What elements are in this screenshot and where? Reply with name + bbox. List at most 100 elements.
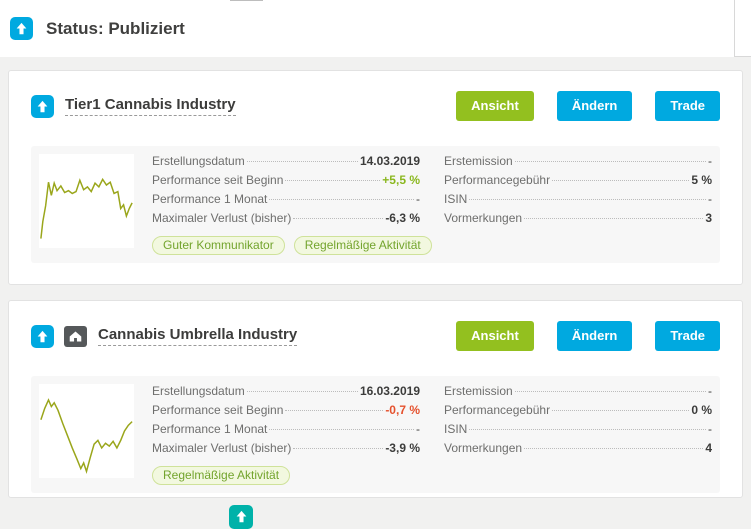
aendern-button[interactable]: Ändern [556,321,633,351]
sparkline-path [41,179,132,238]
detail-row: Vormerkungen 4 [444,441,712,460]
detail-row: ISIN - [444,422,712,441]
detail-label: Performance seit Beginn [152,403,284,417]
wikifolio-card-tier1: Tier1 Cannabis Industry Ansicht Ändern T… [8,70,743,285]
dotted-leader [246,161,358,162]
ansicht-button[interactable]: Ansicht [456,321,534,351]
detail-value: 14.03.2019 [359,154,420,168]
sparkline-chart [39,154,134,248]
performance-chart-thumbnail [39,384,134,478]
dotted-leader [524,218,704,219]
card-details-panel: Erstellungsdatum 16.03.2019 Performance … [31,376,720,493]
ansicht-button[interactable]: Ansicht [456,91,534,121]
dotted-leader [552,180,690,181]
dotted-leader [552,410,690,411]
dotted-leader [293,448,384,449]
badge-regelmaessige-aktivitaet: Regelmäßige Aktivität [293,236,432,255]
detail-row: Performancegebühr 0 % [444,403,712,422]
detail-label: Performance seit Beginn [152,173,284,187]
dotted-leader [293,218,384,219]
detail-value: - [416,422,420,436]
detail-row: Erstellungsdatum 14.03.2019 [152,154,420,173]
next-status-up-arrow-icon [229,505,253,529]
partial-top-border [230,0,263,1]
dotted-leader [469,429,706,430]
dotted-leader [269,429,414,430]
detail-row: Performance 1 Monat - [152,192,420,211]
detail-row: Performancegebühr 5 % [444,173,712,192]
aendern-button[interactable]: Ändern [556,91,633,121]
detail-row: Erstemission - [444,384,712,403]
badge-guter-kommunikator: Guter Kommunikator [152,236,285,255]
status-header: Status: Publiziert [0,0,751,57]
card-head: Cannabis Umbrella Industry Ansicht Änder… [9,301,742,351]
badge-row: Guter Kommunikator Regelmäßige Aktivität [152,236,432,255]
detail-value: - [708,192,712,206]
detail-value: 16.03.2019 [359,384,420,398]
detail-label: Erstellungsdatum [152,154,245,168]
trade-button[interactable]: Trade [655,91,720,121]
card-up-arrow-icon [31,324,54,348]
dotted-leader [246,391,358,392]
detail-label: ISIN [444,422,468,436]
detail-label: Performance 1 Monat [152,422,268,436]
detail-value: - [708,154,712,168]
dotted-leader [285,410,384,411]
sparkline-chart [39,384,134,478]
detail-value: 0 % [691,403,712,417]
detail-value: - [708,422,712,436]
detail-label: Vormerkungen [444,211,523,225]
detail-label: Erstemission [444,384,513,398]
dotted-leader [269,199,414,200]
detail-value: - [416,192,420,206]
dotted-leader [514,391,706,392]
card-head: Tier1 Cannabis Industry Ansicht Ändern T… [9,71,742,121]
trade-button[interactable]: Trade [655,321,720,351]
dotted-leader [285,180,381,181]
detail-value: -3,9 % [385,441,420,455]
card-details-panel: Erstellungsdatum 14.03.2019 Performance … [31,146,720,263]
detail-label: Performancegebühr [444,403,551,417]
detail-value: +5,5 % [382,173,420,187]
detail-label: Performancegebühr [444,173,551,187]
detail-row: Erstellungsdatum 16.03.2019 [152,384,420,403]
detail-row: Performance seit Beginn -0,7 % [152,403,420,422]
detail-label: ISIN [444,192,468,206]
details-left-column: Erstellungsdatum 16.03.2019 Performance … [152,384,420,485]
detail-row: Maximaler Verlust (bisher) -3,9 % [152,441,420,460]
detail-label: Maximaler Verlust (bisher) [152,441,292,455]
dotted-leader [524,448,704,449]
details-left-column: Erstellungsdatum 14.03.2019 Performance … [152,154,432,255]
detail-row: Vormerkungen 3 [444,211,712,230]
badge-regelmaessige-aktivitaet: Regelmäßige Aktivität [152,466,291,485]
detail-row: Erstemission - [444,154,712,173]
detail-value: -0,7 % [385,403,420,417]
badge-row: Regelmäßige Aktivität [152,466,420,485]
detail-label: Maximaler Verlust (bisher) [152,211,292,225]
detail-row: Performance seit Beginn +5,5 % [152,173,420,192]
detail-label: Erstemission [444,154,513,168]
dotted-leader [514,161,706,162]
details-right-column: Erstemission - Performancegebühr 5 % ISI… [444,154,712,255]
wikifolio-card-umbrella: Cannabis Umbrella Industry Ansicht Änder… [8,300,743,498]
card-up-arrow-icon [31,94,54,118]
detail-row: ISIN - [444,192,712,211]
page-title: Status: Publiziert [46,18,185,38]
detail-value: -6,3 % [385,211,420,225]
detail-label: Vormerkungen [444,441,523,455]
detail-value: 3 [705,211,712,225]
umbrella-house-icon [64,325,87,347]
detail-value: - [708,384,712,398]
card-title-link[interactable]: Cannabis Umbrella Industry [98,326,298,346]
dotted-leader [469,199,706,200]
details-right-column: Erstemission - Performancegebühr 0 % ISI… [444,384,712,485]
partial-element-top-right [734,0,751,57]
detail-row: Maximaler Verlust (bisher) -6,3 % [152,211,420,230]
detail-row: Performance 1 Monat - [152,422,420,441]
sparkline-path [41,400,132,471]
card-title-link[interactable]: Tier1 Cannabis Industry [65,96,236,116]
performance-chart-thumbnail [39,154,134,248]
detail-value: 4 [705,441,712,455]
status-up-arrow-icon [10,17,33,40]
detail-label: Performance 1 Monat [152,192,268,206]
